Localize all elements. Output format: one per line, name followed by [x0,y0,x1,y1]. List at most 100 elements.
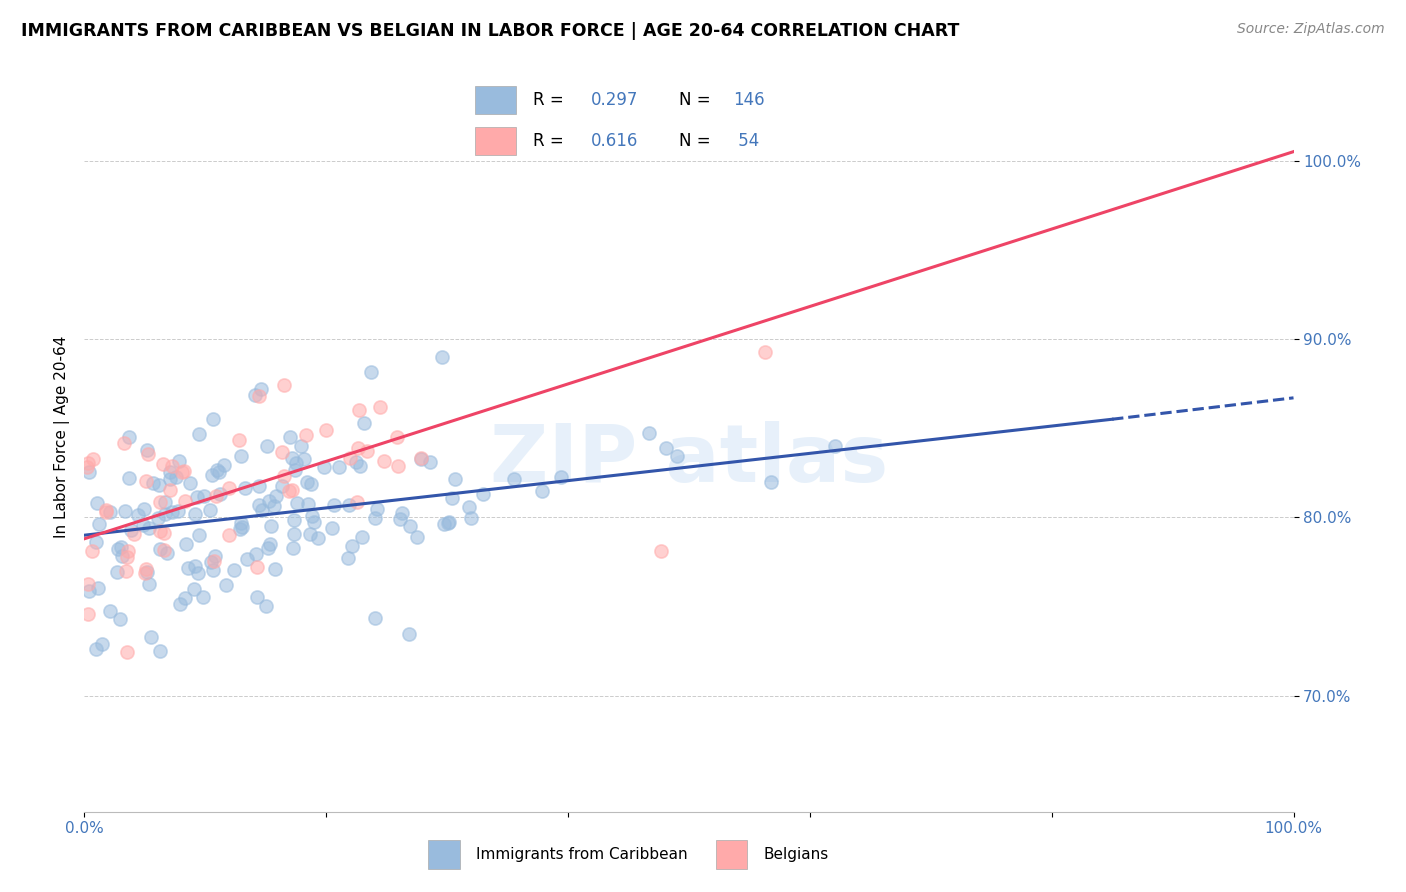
Point [366,502,388,516]
Point [169,597,191,611]
Point [302,515,325,529]
Point [187,528,209,542]
Point [134,566,156,580]
Point [264,489,287,503]
Point [398,627,420,641]
Point [285,456,308,470]
Point [107,541,129,556]
Point [419,455,441,469]
Point [174,537,197,551]
Point [257,541,280,555]
Point [250,503,273,517]
Point [638,426,661,441]
Point [321,521,343,535]
Point [114,504,136,518]
Point [127,508,149,522]
Point [118,471,141,485]
Point [650,544,672,558]
Point [247,388,270,402]
Point [387,459,409,474]
Point [174,591,197,606]
Point [218,481,240,495]
Point [270,479,292,493]
Point [84,534,107,549]
Point [307,532,329,546]
Point [353,417,375,431]
Point [148,478,170,492]
Point [191,591,214,605]
Point [273,468,295,483]
Point [111,549,134,564]
Point [86,641,108,656]
Point [82,451,104,466]
Point [409,451,432,466]
Point [284,463,307,477]
Point [231,449,253,463]
Point [112,435,135,450]
Point [115,550,138,565]
Point [340,539,363,553]
Point [259,519,281,533]
Point [299,476,322,491]
Point [256,599,278,613]
Point [179,476,201,491]
Point [228,433,250,447]
Point [270,445,292,459]
Point [280,451,302,466]
Point [246,590,269,604]
Point [328,460,350,475]
Point [301,509,323,524]
Point [344,455,367,469]
Point [110,540,132,554]
Point [530,483,553,498]
Point [98,505,121,519]
Point [277,484,299,499]
Point [250,383,273,397]
Point [159,466,181,480]
Point [297,475,319,489]
Point [155,495,177,509]
Point [115,645,138,659]
Point [391,506,413,520]
Point [202,412,225,426]
Point [186,490,208,504]
Point [165,469,187,483]
Point [96,503,118,517]
Point [200,555,222,569]
Point [166,504,188,518]
Point [243,388,266,402]
Point [122,526,145,541]
Point [149,542,172,557]
Point [349,459,371,474]
Point [444,472,467,486]
Point [257,494,280,508]
Point [655,441,678,455]
Point [323,498,346,512]
Point [406,530,429,544]
Point [173,465,195,479]
Point [278,430,301,444]
Point [159,483,181,497]
Point [292,452,315,467]
Point [187,566,209,580]
Point [108,612,131,626]
Text: IMMIGRANTS FROM CARIBBEAN VS BELGIAN IN LABOR FORCE | AGE 20-64 CORRELATION CHAR: IMMIGRANTS FROM CARIBBEAN VS BELGIAN IN … [21,22,959,40]
Point [295,427,318,442]
Point [245,547,267,561]
Point [550,470,572,484]
Point [430,350,453,364]
Point [146,511,169,525]
Text: ZIP atlas: ZIP atlas [489,420,889,499]
Point [149,524,172,538]
Point [460,511,482,525]
Point [94,505,117,519]
Point [136,442,159,457]
Point [132,517,155,532]
Point [152,457,174,471]
Point [184,508,207,522]
Point [148,495,170,509]
Point [759,475,782,489]
Point [298,527,321,541]
Point [159,471,181,485]
Point [247,498,270,512]
